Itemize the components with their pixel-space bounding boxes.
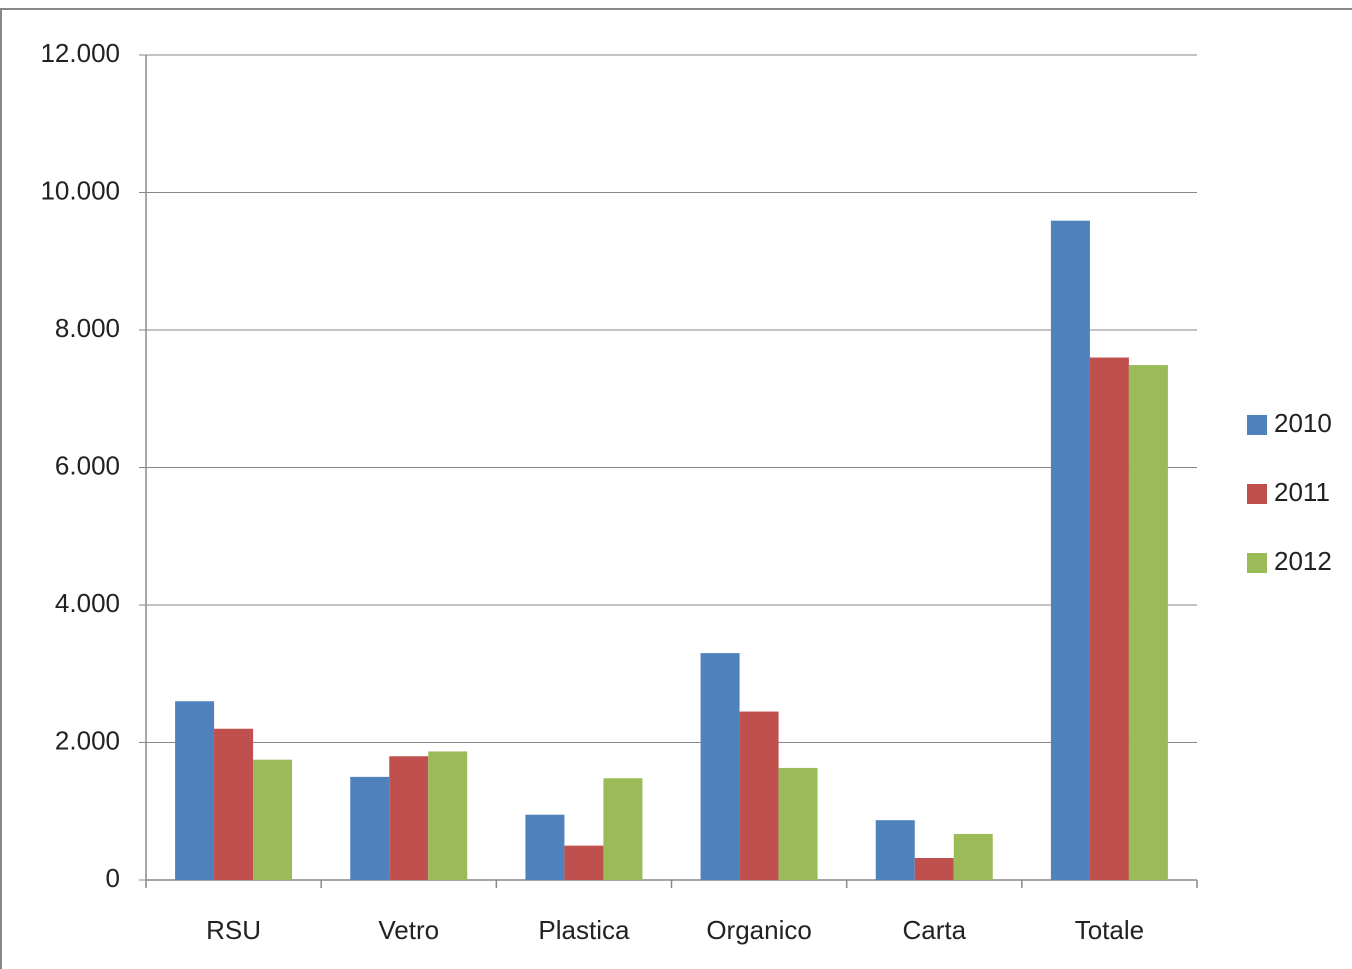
- bar: [428, 751, 468, 880]
- x-tick-label: Plastica: [538, 915, 630, 945]
- bar: [1089, 357, 1129, 880]
- legend-label: 2012: [1274, 546, 1332, 576]
- bar: [564, 845, 604, 880]
- bar: [525, 814, 565, 880]
- legend-swatch: [1247, 415, 1267, 435]
- x-tick-label: Totale: [1075, 915, 1144, 945]
- x-tick-label: Organico: [706, 915, 812, 945]
- y-tick-label: 8.000: [55, 313, 120, 343]
- bar: [739, 711, 779, 880]
- x-tick-label: Vetro: [378, 915, 439, 945]
- bar: [175, 701, 215, 880]
- bar: [1050, 220, 1090, 880]
- y-tick-label: 0: [106, 863, 120, 893]
- y-tick-label: 12.000: [40, 38, 120, 68]
- x-tick-label: RSU: [206, 915, 261, 945]
- bar: [1128, 365, 1168, 880]
- y-tick-label: 10.000: [40, 175, 120, 205]
- legend-swatch: [1247, 553, 1267, 573]
- x-tick-label: Carta: [902, 915, 966, 945]
- legend-label: 2011: [1274, 477, 1330, 507]
- y-tick-label: 2.000: [55, 725, 120, 755]
- bar: [914, 858, 954, 880]
- bar: [603, 778, 643, 880]
- legend-label: 2010: [1274, 408, 1332, 438]
- y-tick-label: 6.000: [55, 450, 120, 480]
- bar: [778, 767, 818, 880]
- chart-frame: [0, 8, 1352, 969]
- bar: [350, 776, 390, 880]
- bar: [700, 653, 740, 880]
- bar: [214, 728, 254, 880]
- bar: [389, 756, 429, 880]
- bar: [253, 759, 293, 880]
- legend-swatch: [1247, 484, 1267, 504]
- y-tick-label: 4.000: [55, 588, 120, 618]
- bar: [875, 820, 915, 880]
- bar: [953, 833, 993, 880]
